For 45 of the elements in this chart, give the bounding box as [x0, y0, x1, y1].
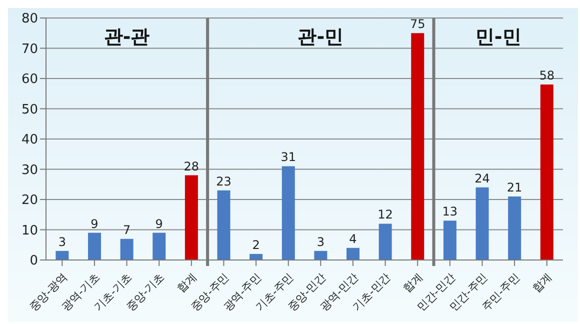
data-label: 28	[184, 159, 200, 174]
bar	[443, 220, 456, 260]
bar	[411, 33, 424, 260]
bar	[540, 84, 554, 260]
bar	[152, 232, 166, 260]
y-tick-label: 40	[21, 132, 38, 148]
data-label: 12	[378, 208, 393, 222]
bar	[282, 166, 295, 260]
y-tick-label: 70	[21, 42, 38, 57]
bar	[184, 175, 198, 260]
data-label: 3	[316, 234, 325, 249]
data-label: 4	[349, 232, 357, 246]
y-tick-label: 20	[21, 193, 38, 208]
bar	[378, 224, 392, 260]
annotation: 관-민	[296, 25, 345, 50]
data-label: 9	[155, 216, 163, 231]
data-label: 2	[252, 238, 260, 252]
bar	[346, 248, 360, 260]
bar	[250, 254, 263, 260]
y-tick-label: 50	[21, 102, 38, 118]
bar	[120, 238, 134, 260]
annotation: 관-관	[102, 25, 151, 50]
bar	[56, 250, 69, 260]
data-label: 23	[216, 174, 232, 188]
y-tick-label: 30	[21, 162, 38, 178]
bar	[88, 232, 102, 260]
data-label: 75	[410, 17, 426, 32]
bar	[217, 190, 230, 260]
y-tick-label: 80	[21, 12, 38, 27]
data-label: 9	[90, 216, 98, 231]
x-tick-label: 합계	[530, 270, 555, 296]
bar	[476, 187, 489, 260]
data-label: 24	[474, 171, 490, 186]
data-label: 31	[280, 150, 296, 164]
y-tick-label: 60	[21, 72, 38, 88]
data-label: 13	[442, 204, 458, 219]
annotation: 민-민	[474, 25, 522, 50]
data-label: 7	[123, 222, 131, 237]
y-tick-label: 10	[21, 223, 38, 238]
data-label: 3	[58, 234, 66, 249]
bar	[314, 250, 328, 260]
data-label: 21	[506, 180, 522, 194]
bar	[508, 196, 522, 260]
data-label: 58	[539, 68, 555, 83]
y-tick-label: 0	[30, 254, 38, 269]
